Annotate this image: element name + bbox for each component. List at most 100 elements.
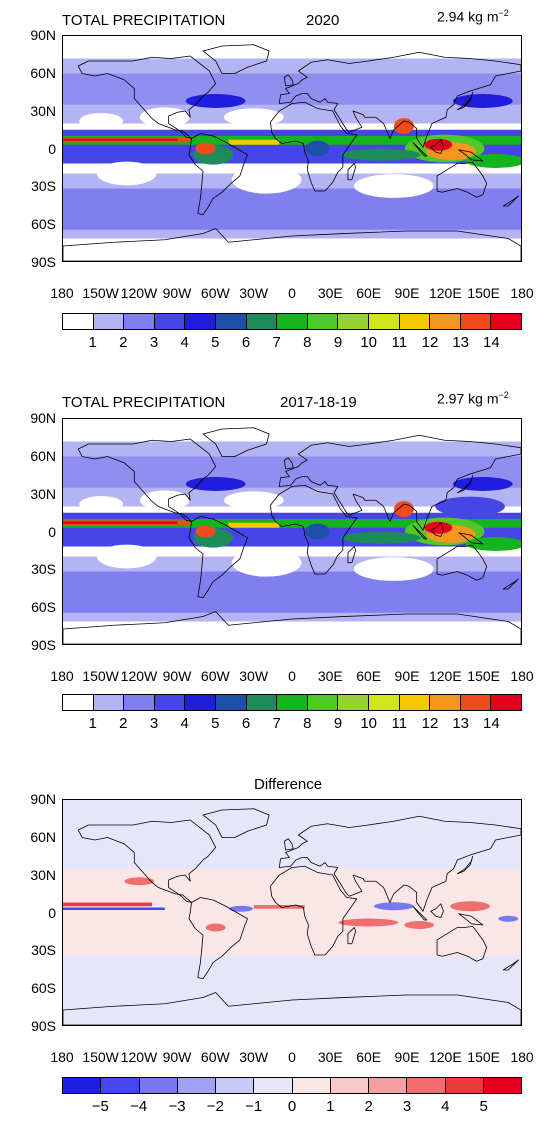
colorbar-swatch [338,695,369,710]
lat-label: 60N [30,64,56,81]
continent-north-america [77,55,217,139]
lon-label: 150E [467,1049,500,1065]
lon-label: 120W [120,668,158,684]
lon-label: 180 [510,1049,534,1065]
panel-period: 2017-18-19 [280,394,357,411]
continent-madagascar [347,927,357,945]
colorbar-difference [62,1077,522,1094]
colorbar-label: 11 [391,715,408,732]
lon-label: 60E [356,285,382,301]
colorbar-swatch [154,695,186,710]
colorbar-label: −5 [91,1098,109,1115]
lat-label: 60N [30,447,56,464]
colorbar-swatch [177,1078,216,1093]
colorbar-2020 [62,313,522,330]
lat-label: 60N [30,828,56,845]
lon-label: 0 [288,668,296,684]
continent-sumatra [412,141,428,157]
continent-australia [436,544,488,581]
colorbar-swatch [139,1078,178,1093]
colorbar-label: 4 [180,715,189,732]
lon-label: 120W [120,285,158,301]
continent-antarctica [63,611,521,644]
lon-label: 120E [428,285,462,301]
precip-map-2017-18-19 [62,418,522,645]
mean-unit: kg m [468,8,499,25]
continent-africa [269,865,358,956]
continent-australia [436,161,488,198]
colorbar-label: 14 [482,334,500,351]
colorbar-swatch [368,314,400,329]
colorbar-swatch [124,314,155,329]
colorbar-swatch [124,695,155,710]
colorbar-label: 5 [479,1098,488,1115]
lon-label: 0 [288,1049,296,1065]
colorbar-swatch [491,695,521,710]
colorbar-label: 1 [326,1098,335,1115]
continent-new-zealand [502,578,519,590]
lon-label: 120W [120,1049,158,1065]
lon-label: 180 [510,285,534,301]
lat-label: 90S [31,1018,56,1034]
lon-label: 60W [200,285,230,301]
colorbar-swatch [460,314,492,329]
colorbar-swatch [483,1078,521,1093]
colorbar-swatch [307,695,339,710]
colorbar-label: 6 [241,334,251,351]
colorbar-label: −3 [168,1098,186,1115]
lon-label: 30E [317,1049,343,1065]
colorbar-swatch [407,1078,446,1093]
colorbar-swatch [277,695,308,710]
continent-africa [269,101,358,192]
colorbar-swatch [185,314,216,329]
colorbar-label: 3 [402,1098,412,1115]
lon-label: 30E [317,668,343,684]
continent-africa [269,484,358,575]
colorbar-swatch [307,314,339,329]
continent-eurasia [278,51,521,148]
colorbar-swatch [338,314,369,329]
lat-label: 90N [30,27,56,43]
continent-south-america [188,516,248,599]
colorbar-swatch [399,314,431,329]
colorbar-swatch [154,314,186,329]
colorbar-label: 12 [421,334,439,351]
continent-japan [456,474,474,494]
colorbar-label: 4 [441,1098,450,1115]
colorbar-label: 0 [287,1098,297,1115]
lon-label: 60E [356,1049,382,1065]
continent-uk [283,74,294,87]
colorbar-swatch [445,1078,484,1093]
lon-label: 150W [82,1049,119,1065]
continent-japan [456,855,474,875]
colorbar-label: 7 [272,334,281,351]
colorbar-swatch [277,314,308,329]
lat-label: 90N [30,410,56,426]
continent-antarctica [63,992,521,1025]
colorbar-2017-18-19 [62,694,522,711]
colorbar-swatch [460,695,492,710]
mean-unit: kg m [468,390,499,407]
lon-label: 60E [356,668,382,684]
continent-indonesia-borneo [430,903,444,918]
mean-value: 2.94 [437,8,465,25]
continent-uk [283,457,294,470]
colorbar-label: 6 [241,715,251,732]
colorbar-label: 4 [180,334,189,351]
colorbar-swatch [101,1078,140,1093]
continent-greenland [202,427,270,457]
lat-label: 30S [31,561,56,578]
lon-label: 90E [394,1049,420,1065]
continent-greenland [202,808,270,838]
mean-exponent: −2 [498,390,509,400]
colorbar-swatch [215,695,247,710]
continent-new-guinea [458,913,484,926]
continent-eurasia [278,815,521,912]
colorbar-label: 3 [149,334,159,351]
colorbar-label: −1 [245,1098,263,1115]
lon-label: 90E [394,668,420,684]
colorbar-label: 14 [482,715,500,732]
panel-title: Difference [254,776,323,793]
colorbar-swatch [430,314,461,329]
lat-label: 60S [31,599,56,616]
